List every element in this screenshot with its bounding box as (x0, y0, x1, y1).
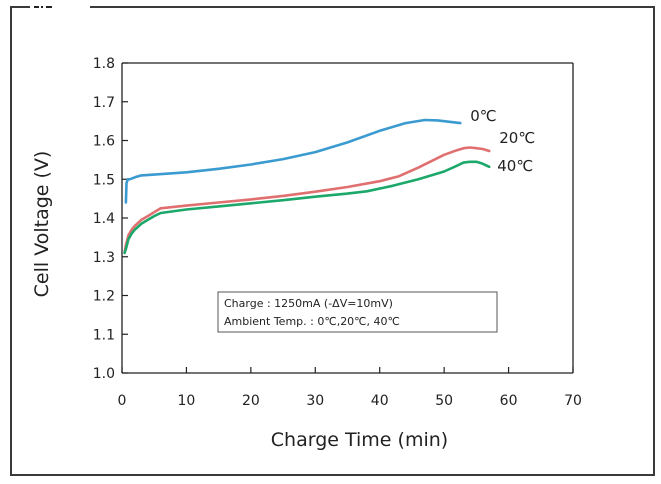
series-labels: 0℃20℃ 40℃ (470, 107, 535, 175)
conditions-box-border (217, 291, 498, 333)
y-tick-label: 1.3 (93, 250, 115, 266)
y-axis-ticks: 1.0 1.1 1.2 1.3 1.4 1.5 1.6 1.7 1.8 (93, 56, 128, 382)
x-tick-label: 20 (242, 393, 260, 409)
x-tick-label: 50 (435, 393, 453, 409)
x-axis-ticks: 0 10 20 30 40 50 60 70 (118, 367, 582, 409)
x-tick-label: 10 (178, 393, 196, 409)
x-tick-label: 0 (118, 393, 127, 409)
series-label: 0℃ (470, 107, 496, 125)
y-tick-label: 1.1 (93, 327, 115, 343)
series-line-40℃ (123, 160, 491, 255)
y-axis-title: Cell Voltage (V) (31, 151, 53, 298)
x-tick-label: 40 (371, 393, 389, 409)
series-label: 20℃ (499, 129, 535, 147)
y-tick-label: 1.4 (93, 211, 115, 227)
y-tick-label: 1.0 (93, 366, 115, 382)
series-label: 40℃ (497, 157, 533, 175)
y-tick-label: 1.7 (93, 95, 115, 111)
x-tick-label: 60 (500, 393, 518, 409)
y-tick-label: 1.8 (93, 56, 115, 72)
conditions-box: Charge : 1250mA (-ΔV=10mV) Ambient Temp.… (217, 291, 498, 333)
series-line-0℃ (124, 118, 462, 204)
x-tick-label: 30 (306, 393, 324, 409)
conditions-line-charge: Charge : 1250mA (-ΔV=10mV) (224, 297, 393, 310)
x-tick-label: 70 (564, 393, 582, 409)
cropped-title-fragment (30, 1, 90, 15)
x-axis-title: Charge Time (min) (271, 429, 448, 451)
y-tick-label: 1.5 (93, 172, 115, 188)
conditions-line-temperature: Ambient Temp. : 0℃,20℃, 40℃ (224, 315, 400, 328)
series-line-20℃ (123, 146, 491, 255)
plot-area (121, 62, 574, 374)
y-tick-label: 1.6 (93, 134, 115, 150)
chart-frame (10, 1, 655, 476)
series-lines (123, 118, 491, 255)
y-tick-label: 1.2 (93, 289, 115, 305)
